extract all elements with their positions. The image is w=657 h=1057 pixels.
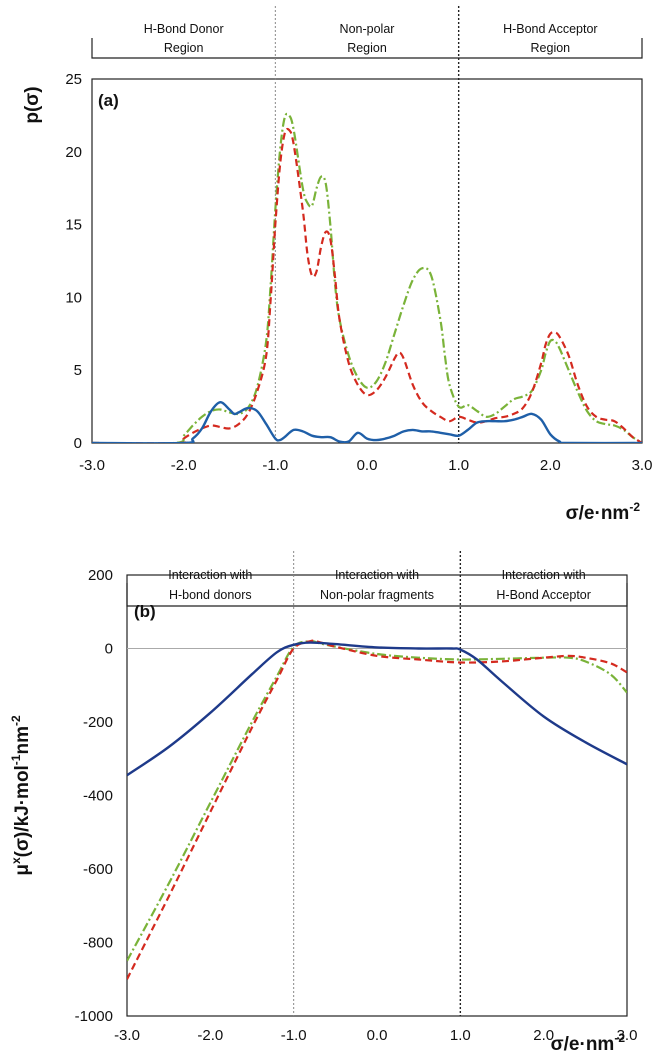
y-tick-label: -600 [83,861,113,878]
y-tick-label: -800 [83,935,113,952]
region-label: H-bond donors [169,588,252,602]
x-tick-label: 0.0 [367,1027,388,1044]
y-tick-label: 15 [65,217,82,234]
y-tick-label: -1000 [75,1008,113,1025]
region-label: H-Bond Acceptor [503,22,598,36]
chart-panel-1: Interaction with H-bond donors Interaction… [9,551,637,1055]
x-tick-label: -2.0 [197,1027,223,1044]
series-line-dashdot [92,112,642,443]
region-label: Region [531,41,571,55]
x-tick-label: 2.0 [533,1027,554,1044]
x-tick-label: 2.0 [540,457,561,474]
x-tick-label: 3.0 [617,1027,638,1044]
y-tick-label: 25 [65,71,82,88]
y-tick-label: 200 [88,567,113,584]
region-label: Region [347,41,387,55]
region-bracket [126,583,628,607]
region-label: Non-polar fragments [320,588,434,602]
series-line-dashdot [127,639,627,962]
series-line-dashed [127,639,627,980]
x-tick-label: 0.0 [357,457,378,474]
region-label: Interaction with [502,568,586,582]
y-tick-label: -200 [83,714,113,731]
series-line-dashed [92,127,642,443]
y-tick-label: 5 [74,362,82,379]
series-line-solid [127,641,627,777]
y-tick-label: 20 [65,144,82,161]
y-axis-label: p(σ) [22,86,43,123]
region-label: Region [164,41,204,55]
x-tick-label: 3.0 [632,457,653,474]
chart-panel-0: H-Bond Donor Region Non-polar Region H-Bond … [22,6,652,524]
region-label: H-Bond Donor [144,22,224,36]
region-label: H-Bond Acceptor [496,588,591,602]
x-tick-label: 1.0 [450,1027,471,1044]
x-tick-label: -1.0 [262,457,288,474]
y-tick-label: 0 [74,435,82,452]
y-tick-label: 10 [65,289,82,306]
plot-frame [126,574,628,1017]
x-tick-label: -2.0 [171,457,197,474]
panel-label: (b) [134,602,156,621]
region-bracket [91,38,643,59]
y-axis-label: μx(σ)/kJ·mol-1nm-2 [9,715,33,876]
y-tick-label: 0 [105,641,113,658]
panel-label: (a) [98,91,119,110]
x-axis-label: σ/e·nm-2 [566,500,641,524]
x-tick-label: 1.0 [448,457,469,474]
x-tick-label: -3.0 [79,457,105,474]
x-tick-label: -3.0 [114,1027,140,1044]
y-tick-label: -400 [83,788,113,805]
region-label: Non-polar [340,22,395,36]
region-label: Interaction with [168,568,252,582]
region-label: Interaction with [335,568,419,582]
plot-frame [91,78,643,444]
x-axis-label: σ/e·nm-2 [551,1031,626,1055]
series-line-solid [92,401,642,443]
x-tick-label: -1.0 [281,1027,307,1044]
